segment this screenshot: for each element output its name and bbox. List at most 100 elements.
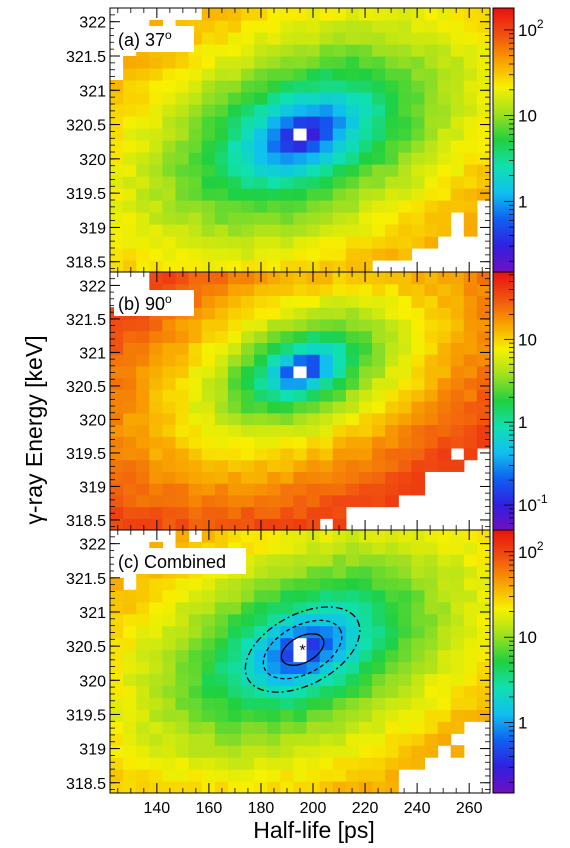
heatmap-cell: [450, 697, 465, 710]
heatmap-cell: [372, 212, 386, 225]
heatmap-cell: [450, 56, 465, 69]
heatmap-cell: [450, 44, 465, 57]
heatmap-cell: [463, 673, 478, 686]
heatmap-cell: [450, 92, 465, 105]
heatmap-cell: [110, 260, 124, 272]
heatmap-cell: [136, 589, 150, 603]
heatmap-cell: [385, 412, 399, 426]
heatmap-cell: [319, 248, 334, 261]
heatmap-cell: [372, 44, 386, 57]
heatmap-cell: [123, 709, 137, 722]
heatmap-cell: [319, 236, 334, 249]
heatmap-cell: [293, 649, 308, 663]
heatmap-cell: [306, 295, 321, 308]
heatmap-cell: [136, 685, 150, 698]
y-tick-label: 320.5: [66, 379, 106, 396]
heatmap-cell: [293, 116, 308, 129]
heatmap-cell: [175, 401, 190, 414]
heatmap-cell: [319, 116, 334, 129]
heatmap-cell: [306, 140, 321, 153]
heatmap-cell: [214, 307, 229, 320]
heatmap-cell: [214, 68, 229, 81]
heatmap-cell: [175, 164, 190, 177]
heatmap-cell: [306, 721, 321, 734]
heatmap-cell: [214, 436, 229, 449]
heatmap-cell: [332, 412, 347, 426]
heatmap-cell: [385, 188, 399, 201]
heatmap-cell: [227, 401, 242, 414]
heatmap-cell: [188, 272, 203, 285]
heatmap-cell: [424, 128, 439, 141]
heatmap-cell: [136, 494, 150, 508]
heatmap-cell: [319, 318, 334, 332]
heatmap-cell: [267, 709, 281, 722]
heatmap-cell: [162, 471, 177, 484]
heatmap-cell: [476, 673, 490, 686]
heatmap-cell: [385, 92, 399, 105]
heatmap-cell: [175, 733, 190, 746]
heatmap-cell: [254, 436, 268, 449]
heatmap-cell: [319, 709, 334, 722]
heatmap-cell: [214, 506, 229, 519]
heatmap-cell: [280, 577, 295, 591]
heatmap-cell: [267, 625, 281, 639]
heatmap-cell: [358, 757, 373, 770]
heatmap-cell: [411, 565, 426, 579]
heatmap-cell: [214, 212, 229, 225]
heatmap-cell: [411, 116, 426, 129]
heatmap-cell: [332, 318, 347, 332]
heatmap-cell: [123, 483, 137, 496]
heatmap-cell: [411, 401, 426, 414]
heatmap-cell: [437, 80, 452, 93]
heatmap-cell: [227, 152, 242, 165]
heatmap-cell: [411, 200, 426, 213]
heatmap-cell: [398, 401, 412, 414]
heatmap-cell: [280, 307, 295, 320]
heatmap-cell: [372, 673, 386, 686]
heatmap-cell: [227, 769, 242, 782]
heatmap-cell: [241, 661, 255, 675]
heatmap-cell: [293, 104, 308, 117]
heatmap-cell: [424, 318, 439, 332]
heatmap-cell: [358, 80, 373, 93]
heatmap-cell: [149, 625, 164, 639]
heatmap-cell: [345, 236, 360, 249]
colorbar-tick-label: 102: [518, 539, 544, 562]
colorbar-tick-label: 10-1: [518, 492, 548, 515]
x-tick-label: 240: [404, 800, 431, 817]
heatmap-cell: [188, 697, 203, 710]
heatmap-cell: [188, 577, 203, 591]
heatmap-cell: [293, 745, 308, 758]
heatmap-cell: [450, 401, 465, 414]
heatmap-cell: [280, 80, 295, 93]
heatmap-cell: [241, 459, 255, 472]
heatmap-cell: [241, 152, 255, 165]
heatmap-cell: [345, 164, 360, 177]
heatmap-cell: [345, 330, 360, 343]
heatmap-cell: [306, 56, 321, 69]
heatmap-cell: [411, 649, 426, 663]
heatmap-cell: [463, 577, 478, 591]
heatmap-cell: [385, 613, 399, 627]
heatmap-cell: [162, 589, 177, 603]
heatmap-cell: [241, 506, 255, 519]
heatmap-cell: [463, 272, 478, 285]
heatmap-cell: [306, 661, 321, 675]
heatmap-cell: [280, 541, 295, 555]
heatmap-cell: [476, 661, 490, 675]
contour-2-sigma: [262, 619, 343, 680]
heatmap-cell: [332, 625, 347, 639]
colorbar-tick-label: 1: [518, 413, 527, 432]
heatmap-cell: [280, 56, 295, 69]
heatmap-cell: [175, 236, 190, 249]
heatmap-cell: [227, 354, 242, 367]
heatmap-cell: [463, 601, 478, 615]
heatmap-cell: [175, 212, 190, 225]
y-tick-label: 320: [79, 152, 106, 169]
heatmap-cell: [306, 354, 321, 367]
heatmap-cell: [450, 200, 465, 213]
heatmap-cell: [385, 459, 399, 472]
heatmap-cell: [175, 80, 190, 93]
heatmap-cell: [398, 709, 412, 722]
heatmap-cell: [358, 307, 373, 320]
